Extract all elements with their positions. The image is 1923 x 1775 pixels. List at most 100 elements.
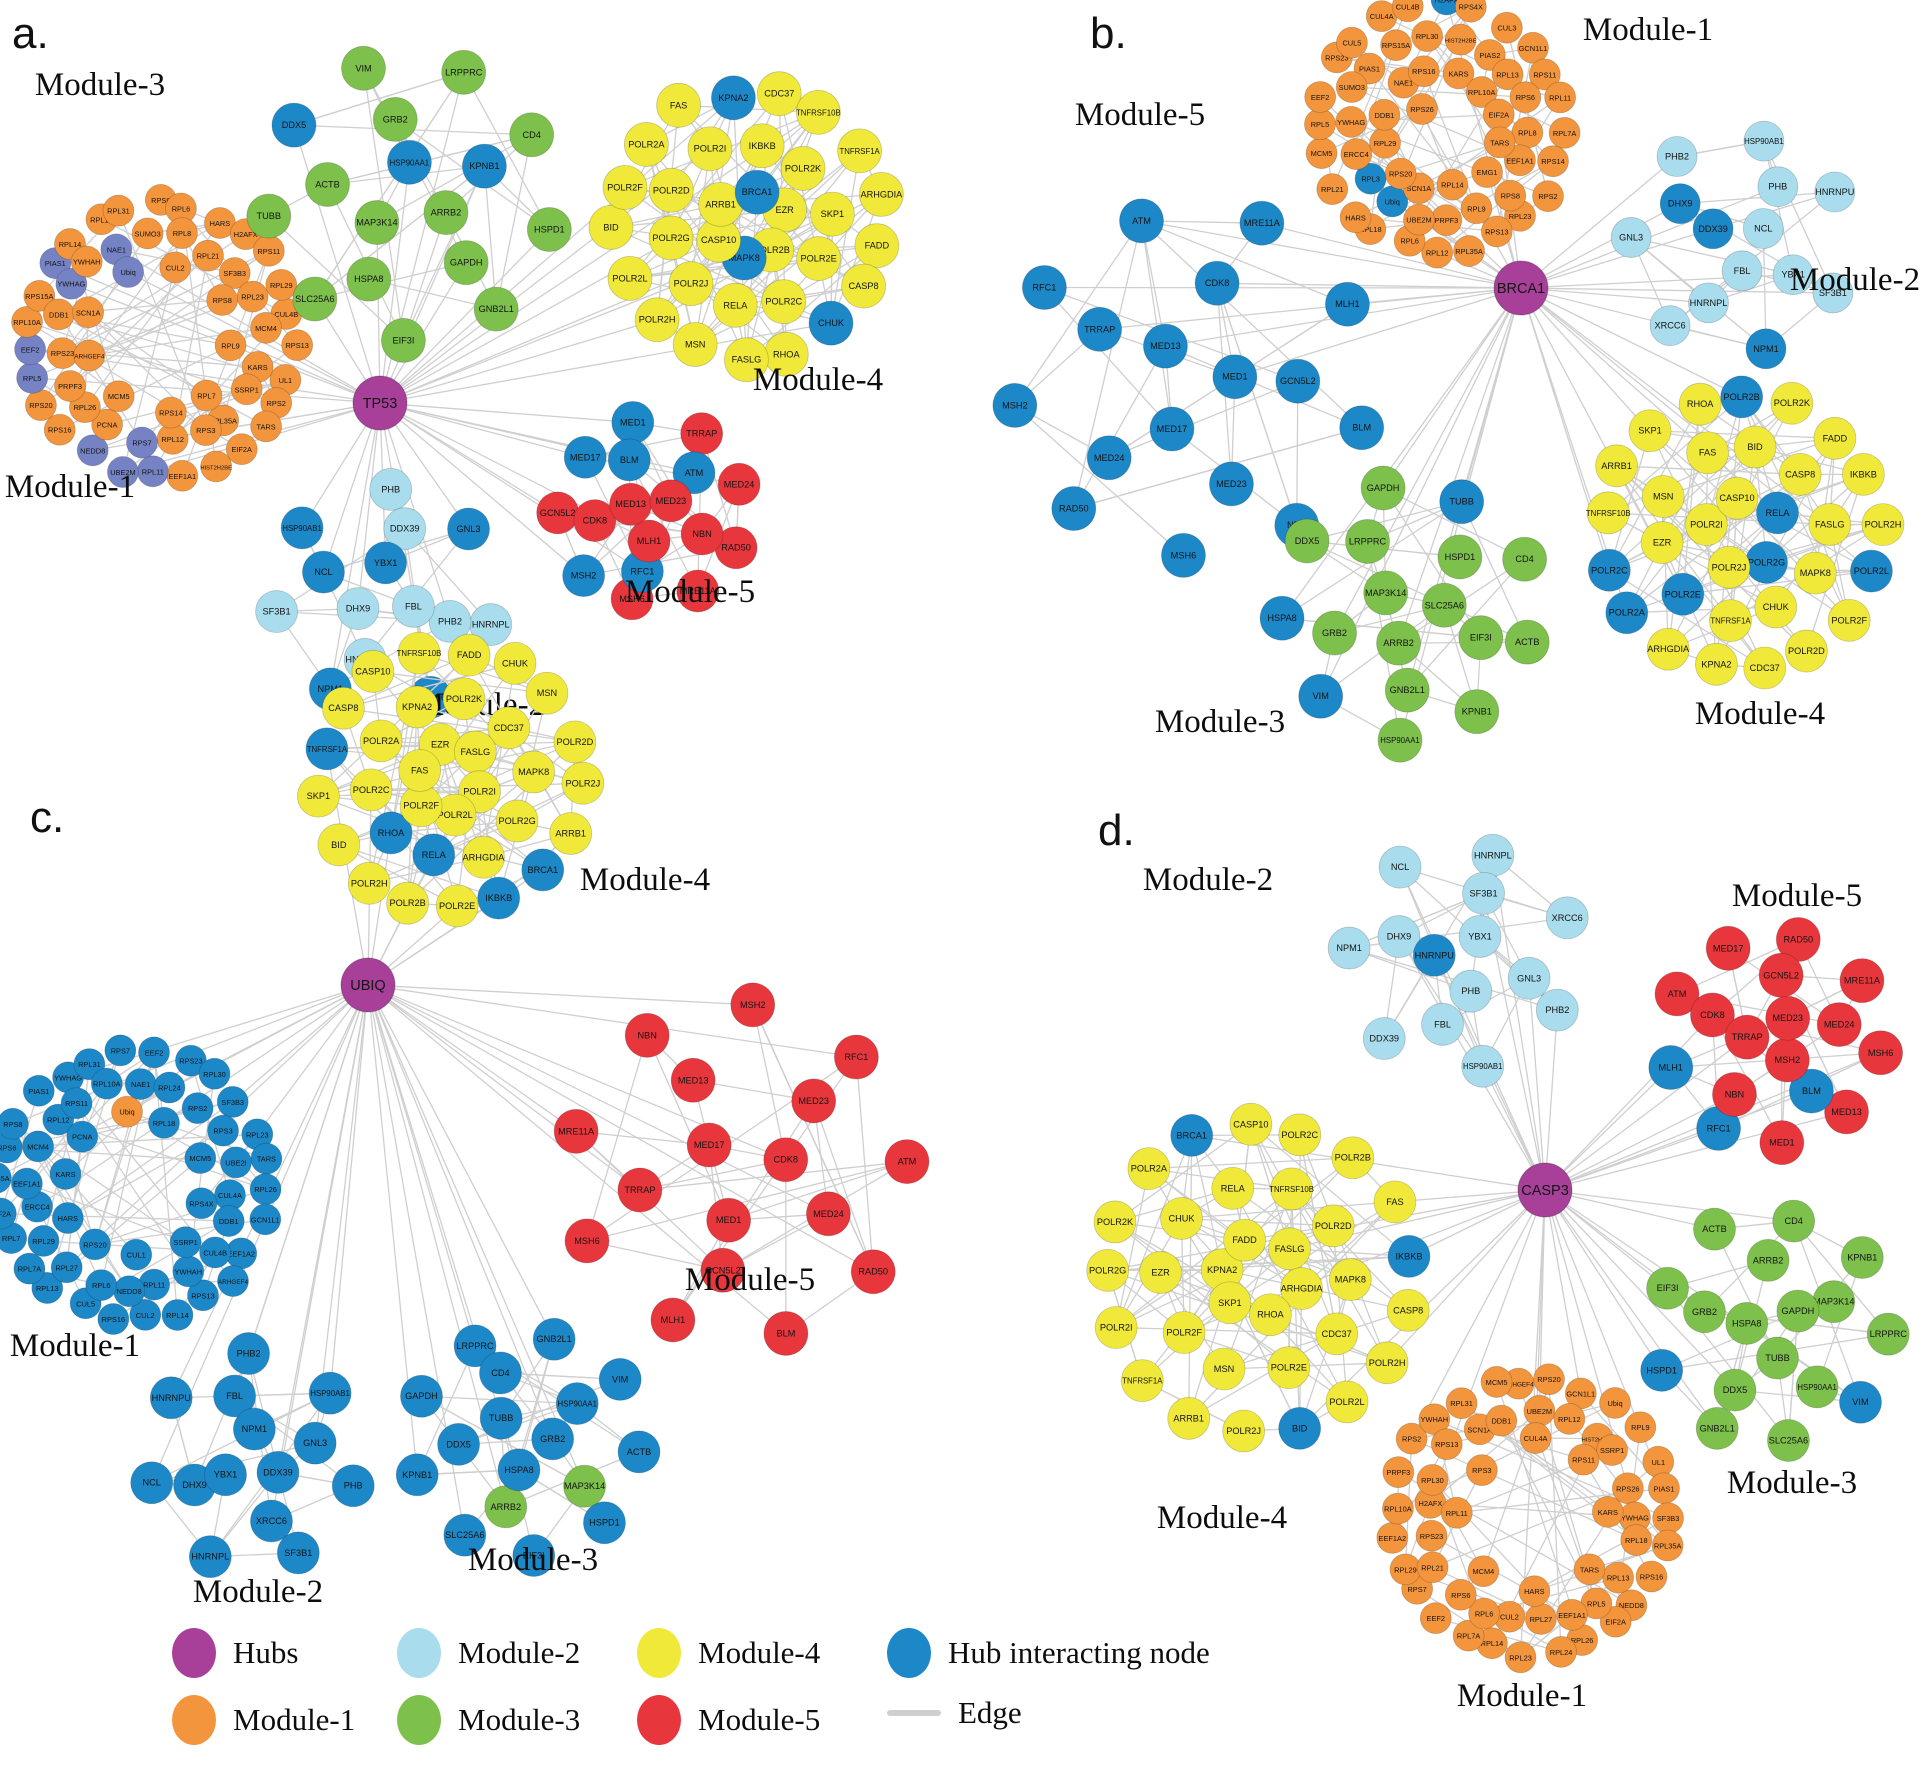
node-eef1a1[interactable] — [1504, 144, 1536, 177]
node-polr2g[interactable] — [648, 215, 694, 261]
node-rpl13[interactable] — [1602, 1561, 1635, 1594]
node-rpl9[interactable] — [1624, 1411, 1657, 1444]
node-med13[interactable] — [1143, 323, 1188, 369]
node-mre11a[interactable] — [676, 569, 720, 613]
node-msh6[interactable] — [564, 1218, 610, 1264]
node-kars[interactable] — [49, 1158, 82, 1190]
hub-node-brca1[interactable] — [1493, 260, 1549, 316]
node-ddx39[interactable] — [256, 1450, 300, 1494]
node-emg1[interactable] — [1471, 156, 1503, 189]
node-npm1[interactable] — [1327, 926, 1371, 970]
node-ubiq[interactable] — [111, 1095, 143, 1128]
node-rpl27[interactable] — [50, 1251, 83, 1284]
node-rps20[interactable] — [79, 1228, 111, 1261]
node-cd4[interactable] — [479, 1351, 522, 1395]
node-polr2f[interactable] — [602, 165, 648, 210]
node-rhoa[interactable] — [1248, 1293, 1292, 1337]
node-rps8[interactable] — [0, 1107, 29, 1140]
node-polr2b[interactable] — [1720, 375, 1764, 419]
node-kpnb1[interactable] — [1840, 1236, 1884, 1279]
node-skp1[interactable] — [296, 774, 340, 818]
node-rps15a[interactable] — [1380, 29, 1412, 62]
node-ncl[interactable] — [130, 1461, 174, 1505]
node-blm[interactable] — [763, 1311, 809, 1356]
node-ubiq[interactable] — [1599, 1387, 1631, 1419]
node-ywhag[interactable] — [55, 267, 88, 300]
node-gcn1l1[interactable] — [1517, 31, 1549, 64]
node-mcm4[interactable] — [1467, 1555, 1500, 1588]
node-rps11[interactable] — [1567, 1443, 1600, 1476]
node-rpl29[interactable] — [27, 1225, 60, 1257]
node-trrap[interactable] — [617, 1167, 663, 1213]
node-tnfrsf10b[interactable] — [1270, 1167, 1313, 1211]
node-msh6[interactable] — [1161, 532, 1206, 578]
node-rps15a[interactable] — [23, 280, 56, 312]
node-actb[interactable] — [1693, 1207, 1736, 1251]
node-polr2e[interactable] — [1661, 572, 1705, 616]
node-msh2[interactable] — [730, 982, 776, 1028]
node-ncl[interactable] — [1742, 208, 1784, 249]
node-blm[interactable] — [607, 438, 651, 482]
node-tubb[interactable] — [479, 1396, 523, 1440]
node-polr2f[interactable] — [1162, 1311, 1206, 1354]
node-cul4b[interactable] — [1391, 0, 1424, 23]
node-ddx5[interactable] — [1284, 518, 1330, 564]
node-ube2i[interactable] — [220, 1146, 252, 1179]
node-rpl12[interactable] — [1553, 1402, 1586, 1435]
node-polr2a[interactable] — [1605, 591, 1649, 635]
node-casp8[interactable] — [841, 263, 887, 309]
node-rpl10a[interactable] — [1465, 76, 1498, 108]
node-med1[interactable] — [1759, 1120, 1805, 1166]
node-polr2h[interactable] — [1861, 503, 1905, 547]
node-rps13[interactable] — [187, 1279, 219, 1312]
node-hnrnpl[interactable] — [188, 1535, 232, 1579]
node-polr2j[interactable] — [1707, 545, 1751, 589]
node-ube2m[interactable] — [1403, 203, 1435, 236]
node-msn[interactable] — [672, 322, 718, 367]
node-eif2a[interactable] — [1599, 1605, 1632, 1638]
node-rpl9[interactable] — [1460, 192, 1493, 225]
node-rpl30[interactable] — [1411, 20, 1444, 52]
node-map3k14[interactable] — [563, 1464, 606, 1508]
node-rps8[interactable] — [1494, 179, 1527, 212]
node-gapdh[interactable] — [1776, 1289, 1820, 1333]
node-rpl12[interactable] — [1421, 236, 1454, 269]
node-trrap[interactable] — [1724, 1014, 1770, 1060]
node-eef2[interactable] — [1419, 1602, 1452, 1635]
node-polr2g[interactable] — [495, 799, 539, 843]
node-mcm5[interactable] — [1480, 1366, 1513, 1398]
node-casp8[interactable] — [1386, 1288, 1430, 1332]
node-ssrp1[interactable] — [169, 1226, 202, 1259]
node-hars[interactable] — [51, 1202, 84, 1234]
node-bid[interactable] — [317, 823, 361, 867]
node-fas[interactable] — [1686, 431, 1729, 475]
node-rpl35a[interactable] — [0, 1162, 12, 1194]
node-ddx39[interactable] — [383, 507, 427, 551]
node-polr2a[interactable] — [623, 122, 669, 167]
node-polr2l[interactable] — [1850, 549, 1893, 593]
node-polr2j[interactable] — [668, 261, 714, 307]
node-skp1[interactable] — [1208, 1281, 1252, 1325]
node-arhgef4[interactable] — [217, 1265, 249, 1297]
node-rpl35a[interactable] — [1651, 1529, 1684, 1562]
node-eif3i[interactable] — [1646, 1266, 1689, 1310]
node-grb2[interactable] — [1312, 610, 1357, 656]
node-cd4[interactable] — [1502, 536, 1548, 582]
node-npm1[interactable] — [232, 1407, 276, 1451]
hub-node-ubiq[interactable] — [340, 957, 396, 1013]
node-rpl24[interactable] — [153, 1071, 186, 1104]
node-med23[interactable] — [791, 1078, 837, 1124]
node-chuk[interactable] — [808, 300, 854, 346]
node-polr2f[interactable] — [1827, 598, 1871, 642]
node-pias1[interactable] — [22, 1074, 55, 1107]
node-tars[interactable] — [250, 410, 282, 443]
node-ddx5[interactable] — [1713, 1368, 1757, 1412]
node-polr2b[interactable] — [386, 881, 430, 925]
node-eif3i[interactable] — [1458, 615, 1504, 661]
node-faslg[interactable] — [1268, 1227, 1311, 1271]
node-cdk8[interactable] — [1194, 260, 1240, 306]
node-polr2e[interactable] — [796, 236, 841, 281]
node-mcm5[interactable] — [184, 1142, 217, 1174]
node-nbn[interactable] — [680, 512, 724, 556]
node-polr2k[interactable] — [780, 146, 826, 191]
